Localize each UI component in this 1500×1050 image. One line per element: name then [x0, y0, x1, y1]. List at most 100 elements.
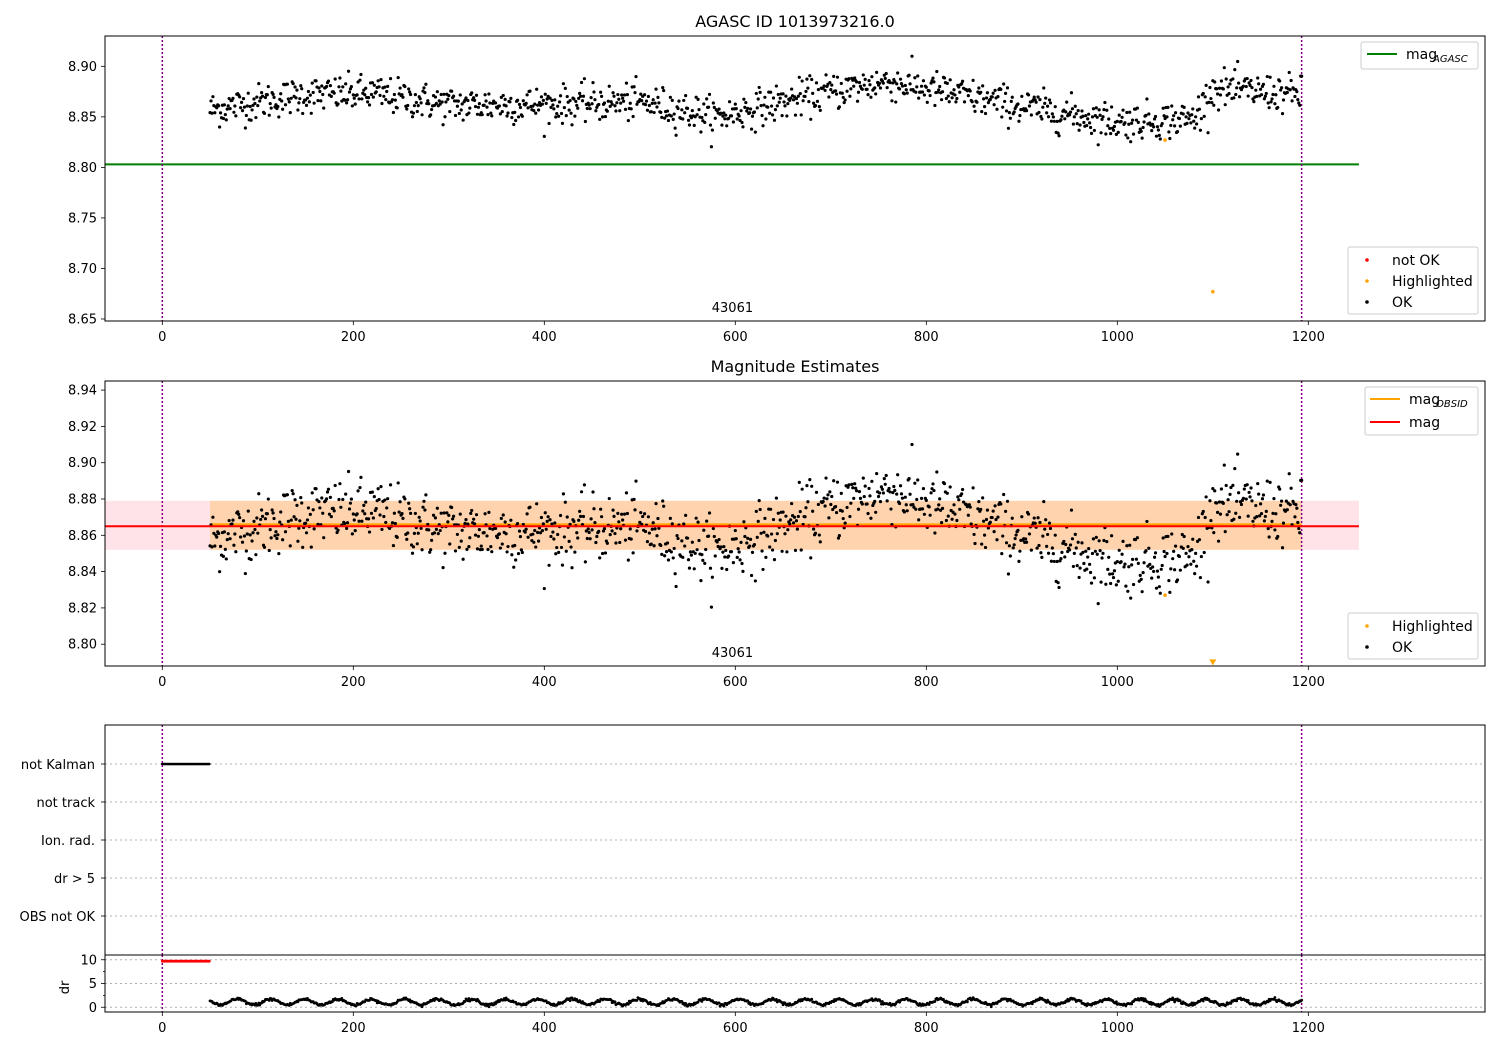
- ok-point: [542, 134, 546, 138]
- ok-point: [958, 90, 962, 94]
- ok-point: [272, 95, 276, 99]
- ok-point: [1284, 499, 1288, 503]
- ok-point: [748, 107, 753, 111]
- ok-point: [578, 509, 582, 513]
- ok-point: [841, 95, 845, 100]
- ok-point: [811, 91, 815, 95]
- ok-point: [482, 103, 486, 107]
- ok-point: [242, 105, 247, 109]
- ok-point: [700, 553, 704, 557]
- ok-point: [1215, 501, 1219, 505]
- ok-point: [500, 542, 504, 546]
- ok-point: [263, 95, 268, 100]
- ok-point: [316, 99, 320, 103]
- ok-point: [1170, 532, 1174, 536]
- ok-point: [578, 91, 582, 95]
- ok-point: [1165, 551, 1169, 556]
- ok-point: [1090, 551, 1095, 556]
- ok-point: [710, 575, 714, 579]
- ok-point: [955, 518, 959, 523]
- ok-point: [378, 513, 382, 517]
- ok-point: [485, 534, 489, 538]
- ok-point: [1004, 541, 1009, 545]
- ok-point: [845, 89, 849, 93]
- ok-point: [260, 91, 264, 95]
- ok-point: [651, 521, 655, 525]
- dr-point: [1229, 1001, 1233, 1005]
- dr-point: [746, 999, 750, 1003]
- ok-point: [1197, 107, 1202, 111]
- ok-point: [704, 547, 708, 552]
- ok-point: [1202, 114, 1206, 118]
- ok-point: [621, 96, 625, 100]
- ok-point: [860, 87, 864, 91]
- ok-point: [1085, 123, 1089, 128]
- ok-point: [231, 518, 235, 522]
- x-tick-label: 200: [341, 1021, 366, 1036]
- ok-point: [1268, 480, 1272, 484]
- ok-point: [1216, 539, 1221, 543]
- ok-point: [1012, 543, 1016, 547]
- ok-point: [374, 506, 378, 511]
- ok-point: [472, 522, 477, 526]
- ok-point: [439, 92, 443, 97]
- ok-point: [1252, 99, 1256, 104]
- flag-point: [207, 762, 211, 766]
- ok-point: [1114, 132, 1118, 136]
- ok-point: [1201, 91, 1205, 96]
- ok-point: [321, 511, 325, 515]
- ok-point: [654, 87, 658, 91]
- ok-point: [584, 529, 588, 533]
- ok-point: [939, 521, 944, 525]
- ok-point: [558, 94, 563, 98]
- ok-point: [1231, 483, 1235, 487]
- ok-point: [1046, 532, 1050, 537]
- ok-point: [236, 510, 240, 514]
- ok-point: [562, 106, 566, 110]
- dr-point: [463, 1000, 467, 1003]
- ok-point: [408, 507, 412, 511]
- ok-point: [1139, 577, 1143, 582]
- ok-point: [984, 517, 989, 522]
- dr-point: [888, 1001, 892, 1005]
- ok-point: [231, 96, 235, 100]
- ok-point: [1223, 530, 1227, 534]
- ok-point: [1003, 91, 1008, 95]
- y-tick-label: 8.90: [68, 60, 97, 75]
- ok-point: [973, 541, 977, 546]
- ok-point: [523, 530, 527, 534]
- ok-point: [305, 96, 310, 100]
- ok-point: [407, 501, 411, 505]
- ok-point: [444, 100, 448, 104]
- ok-point: [1154, 134, 1159, 138]
- ok-point: [607, 496, 611, 501]
- ok-point: [1256, 482, 1260, 486]
- ok-point: [544, 101, 548, 105]
- ok-point: [709, 145, 714, 149]
- ok-point: [514, 118, 518, 123]
- ok-point: [1001, 105, 1005, 109]
- ok-point: [246, 509, 250, 513]
- ok-point: [538, 531, 543, 535]
- ok-point: [388, 77, 393, 81]
- ok-point: [411, 545, 416, 549]
- ok-point: [896, 473, 900, 477]
- ok-point: [1003, 99, 1007, 104]
- ok-point: [483, 93, 487, 97]
- ok-point: [450, 89, 454, 93]
- ok-point: [994, 517, 998, 522]
- ok-point: [1109, 105, 1114, 109]
- ok-point: [1170, 104, 1174, 108]
- ok-point: [1016, 102, 1020, 106]
- ok-point: [992, 530, 996, 534]
- ok-point: [1258, 502, 1263, 506]
- ok-point: [311, 90, 315, 95]
- ok-point: [900, 84, 905, 88]
- ok-point: [401, 516, 405, 520]
- ok-point: [621, 518, 625, 522]
- ok-point: [416, 531, 420, 535]
- ok-point: [359, 475, 363, 479]
- ok-point: [680, 108, 684, 112]
- ok-point: [296, 539, 300, 543]
